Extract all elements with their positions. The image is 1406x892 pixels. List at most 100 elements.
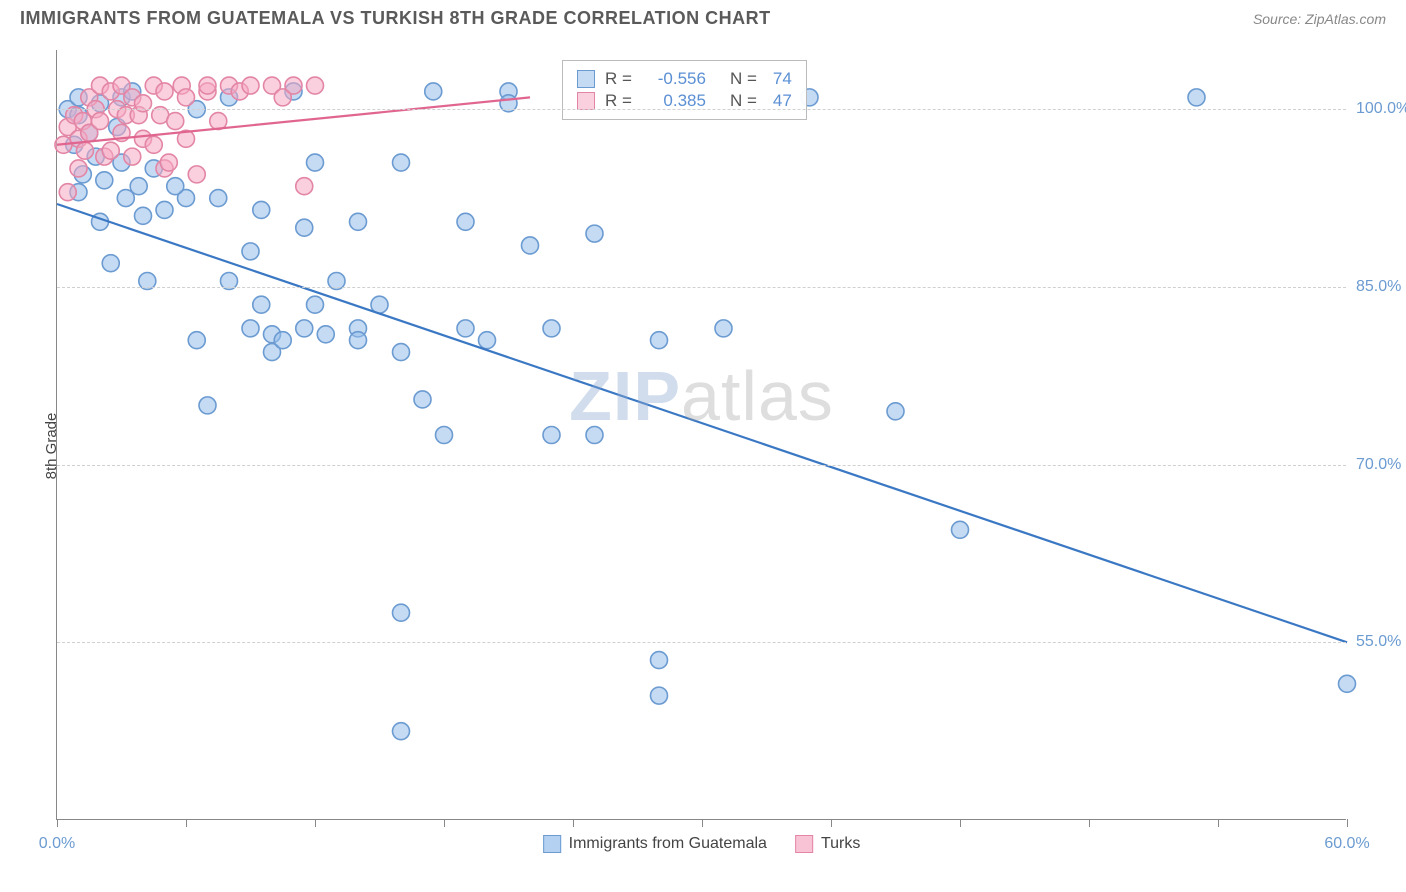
data-point — [156, 83, 173, 100]
data-point — [242, 77, 259, 94]
x-tick — [831, 819, 832, 827]
data-point — [425, 83, 442, 100]
swatch-guatemala — [577, 70, 595, 88]
chart-plot-area: ZIPatlas R = -0.556 N = 74 R = 0.385 N =… — [56, 50, 1346, 820]
correlation-stats-box: R = -0.556 N = 74 R = 0.385 N = 47 — [562, 60, 807, 120]
data-point — [350, 332, 367, 349]
data-point — [414, 391, 431, 408]
legend-item-turks: Turks — [795, 835, 860, 853]
x-tick-label: 0.0% — [39, 835, 75, 853]
data-point — [70, 160, 87, 177]
x-tick — [702, 819, 703, 827]
data-point — [188, 332, 205, 349]
stats-row-turks: R = 0.385 N = 47 — [577, 91, 792, 111]
stats-r-label: R = — [605, 91, 632, 111]
data-point — [178, 89, 195, 106]
data-point — [242, 243, 259, 260]
x-tick-label: 60.0% — [1324, 835, 1369, 853]
stats-n-value-guatemala: 74 — [773, 69, 792, 89]
source-label: Source: ZipAtlas.com — [1253, 11, 1386, 27]
x-tick — [960, 819, 961, 827]
data-point — [350, 213, 367, 230]
x-tick — [1347, 819, 1348, 827]
data-point — [253, 296, 270, 313]
data-point — [242, 320, 259, 337]
scatter-svg — [57, 50, 1346, 819]
stats-r-value-turks: 0.385 — [642, 91, 706, 111]
gridline-h — [57, 642, 1346, 643]
data-point — [210, 190, 227, 207]
data-point — [199, 397, 216, 414]
data-point — [130, 178, 147, 195]
data-point — [92, 113, 109, 130]
data-point — [393, 344, 410, 361]
data-point — [522, 237, 539, 254]
gridline-h — [57, 465, 1346, 466]
swatch-turks — [577, 92, 595, 110]
x-tick — [1218, 819, 1219, 827]
data-point — [457, 320, 474, 337]
data-point — [76, 142, 93, 159]
data-point — [96, 172, 113, 189]
data-point — [124, 148, 141, 165]
data-point — [102, 255, 119, 272]
legend-swatch-guatemala — [543, 835, 561, 853]
stats-r-value-guatemala: -0.556 — [642, 69, 706, 89]
x-tick — [57, 819, 58, 827]
data-point — [145, 136, 162, 153]
data-point — [59, 184, 76, 201]
data-point — [457, 213, 474, 230]
stats-n-label: N = — [730, 69, 757, 89]
legend-label-turks: Turks — [821, 835, 860, 853]
data-point — [586, 427, 603, 444]
data-point — [253, 201, 270, 218]
bottom-legend: Immigrants from Guatemala Turks — [543, 835, 861, 853]
chart-title: IMMIGRANTS FROM GUATEMALA VS TURKISH 8TH… — [20, 8, 771, 29]
data-point — [651, 332, 668, 349]
data-point — [167, 113, 184, 130]
x-tick — [186, 819, 187, 827]
data-point — [307, 77, 324, 94]
data-point — [543, 427, 560, 444]
data-point — [586, 225, 603, 242]
x-tick — [573, 819, 574, 827]
data-point — [393, 723, 410, 740]
data-point — [135, 207, 152, 224]
data-point — [651, 687, 668, 704]
legend-swatch-turks — [795, 835, 813, 853]
data-point — [317, 326, 334, 343]
data-point — [887, 403, 904, 420]
data-point — [167, 178, 184, 195]
data-point — [160, 154, 177, 171]
data-point — [274, 332, 291, 349]
data-point — [102, 142, 119, 159]
data-point — [296, 320, 313, 337]
data-point — [156, 201, 173, 218]
data-point — [543, 320, 560, 337]
data-point — [307, 296, 324, 313]
stats-r-label: R = — [605, 69, 632, 89]
x-tick — [1089, 819, 1090, 827]
data-point — [436, 427, 453, 444]
y-tick-label: 85.0% — [1356, 278, 1406, 296]
stats-n-label: N = — [730, 91, 757, 111]
data-point — [307, 154, 324, 171]
gridline-h — [57, 287, 1346, 288]
x-tick — [315, 819, 316, 827]
legend-item-guatemala: Immigrants from Guatemala — [543, 835, 767, 853]
legend-label-guatemala: Immigrants from Guatemala — [569, 835, 767, 853]
data-point — [188, 166, 205, 183]
data-point — [651, 652, 668, 669]
data-point — [479, 332, 496, 349]
trendline — [57, 204, 1347, 642]
data-point — [296, 178, 313, 195]
stats-row-guatemala: R = -0.556 N = 74 — [577, 69, 792, 89]
y-tick-label: 100.0% — [1356, 100, 1406, 118]
data-point — [952, 521, 969, 538]
y-tick-label: 55.0% — [1356, 633, 1406, 651]
data-point — [1188, 89, 1205, 106]
stats-n-value-turks: 47 — [773, 91, 792, 111]
gridline-h — [57, 109, 1346, 110]
data-point — [296, 219, 313, 236]
data-point — [715, 320, 732, 337]
